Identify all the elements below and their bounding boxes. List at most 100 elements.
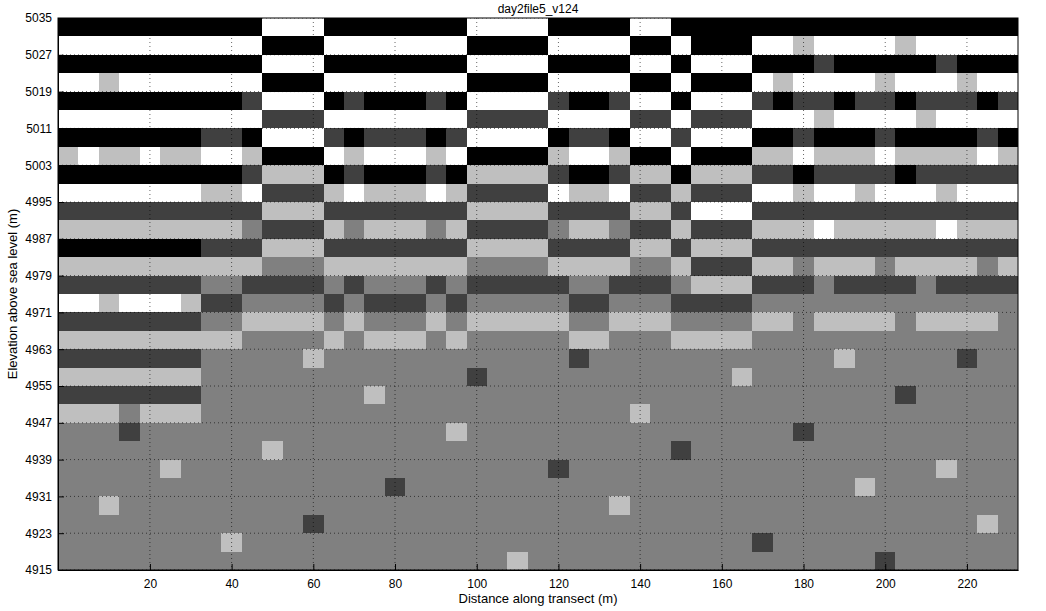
heatmap-cell (936, 110, 957, 129)
heatmap-cell (691, 165, 712, 184)
heatmap-cell (773, 312, 794, 331)
heatmap-cell (487, 441, 508, 460)
heatmap-cell (752, 147, 773, 166)
heatmap-cell (58, 386, 79, 405)
heatmap-cell (181, 533, 202, 552)
heatmap-cell (936, 165, 957, 184)
heatmap-cell (895, 110, 916, 129)
heatmap-cell (426, 18, 447, 37)
heatmap-cell (78, 55, 99, 74)
heatmap-cell (528, 55, 549, 74)
heatmap-cell (834, 496, 855, 515)
heatmap-cell (446, 404, 467, 423)
heatmap-cell (262, 368, 283, 387)
heatmap-cell (916, 533, 937, 552)
heatmap-cell (691, 110, 712, 129)
heatmap-cell (99, 110, 120, 129)
heatmap-cell (58, 220, 79, 239)
heatmap-cell (752, 128, 773, 147)
heatmap-cell (487, 220, 508, 239)
heatmap-cell (671, 92, 692, 111)
heatmap-cell (650, 239, 671, 258)
heatmap-cell (814, 441, 835, 460)
heatmap-cell (609, 331, 630, 350)
y-tick-label: 5019 (25, 85, 52, 99)
heatmap-cell (936, 147, 957, 166)
heatmap-cell (548, 496, 569, 515)
heatmap-cell (589, 349, 610, 368)
heatmap-cell (855, 496, 876, 515)
heatmap-cell (895, 18, 916, 37)
heatmap-cell (671, 533, 692, 552)
heatmap-cell (834, 110, 855, 129)
y-tick: 5011 (26, 122, 64, 136)
heatmap-cell (426, 423, 447, 442)
heatmap-cell (324, 441, 345, 460)
heatmap-cell (936, 349, 957, 368)
heatmap-cell (773, 110, 794, 129)
y-axis-line (58, 19, 59, 571)
heatmap-cell (160, 202, 181, 221)
heatmap-cell (834, 276, 855, 295)
heatmap-cell (364, 184, 385, 203)
heatmap-cell (691, 312, 712, 331)
heatmap-cell (201, 404, 222, 423)
heatmap-cell (569, 331, 590, 350)
heatmap-cell (242, 92, 263, 111)
heatmap-cell (201, 386, 222, 405)
heatmap-cell (58, 349, 79, 368)
heatmap-cell (426, 349, 447, 368)
x-tick: 80 (389, 564, 403, 591)
heatmap-cell (181, 552, 202, 570)
heatmap-cell (242, 552, 263, 570)
heatmap-cell (671, 312, 692, 331)
heatmap-cell (671, 220, 692, 239)
heatmap-cell (732, 257, 753, 276)
heatmap-cell (712, 404, 733, 423)
heatmap-cell (487, 18, 508, 37)
heatmap-cell (609, 202, 630, 221)
heatmap-cell (181, 276, 202, 295)
heatmap-cell (569, 220, 590, 239)
heatmap-cell (589, 36, 610, 55)
heatmap-cell (630, 220, 651, 239)
y-tick: 4987 (25, 232, 64, 246)
y-tick: 5035 (25, 11, 64, 25)
y-tick: 4955 (25, 379, 64, 393)
y-grid-line (58, 91, 1018, 92)
heatmap-cell (609, 18, 630, 37)
heatmap-cell (364, 441, 385, 460)
heatmap-cell (364, 202, 385, 221)
heatmap-cell (181, 478, 202, 497)
heatmap-cell (446, 441, 467, 460)
heatmap-cell (569, 368, 590, 387)
heatmap-cell (385, 496, 406, 515)
heatmap-cell (977, 165, 998, 184)
heatmap-cell (834, 202, 855, 221)
heatmap-cell (364, 404, 385, 423)
heatmap-cell (895, 460, 916, 479)
heatmap-cell (916, 128, 937, 147)
y-tick-mark (58, 239, 64, 240)
heatmap-cell (895, 496, 916, 515)
heatmap-cell (201, 294, 222, 313)
heatmap-cell (201, 331, 222, 350)
heatmap-cell (895, 423, 916, 442)
heatmap-cell (283, 92, 304, 111)
heatmap-cell (283, 533, 304, 552)
heatmap-cell (160, 257, 181, 276)
heatmap-cell (528, 404, 549, 423)
heatmap-cell (977, 478, 998, 497)
heatmap-cell (324, 239, 345, 258)
heatmap-cell (855, 552, 876, 570)
heatmap-cell (262, 460, 283, 479)
heatmap-cell (855, 110, 876, 129)
heatmap-cell (405, 533, 426, 552)
heatmap-cell (528, 276, 549, 295)
heatmap-cell (814, 515, 835, 534)
heatmap-cell (609, 220, 630, 239)
heatmap-cell (324, 533, 345, 552)
heatmap-cell (589, 386, 610, 405)
heatmap-cell (528, 257, 549, 276)
heatmap-cell (160, 331, 181, 350)
